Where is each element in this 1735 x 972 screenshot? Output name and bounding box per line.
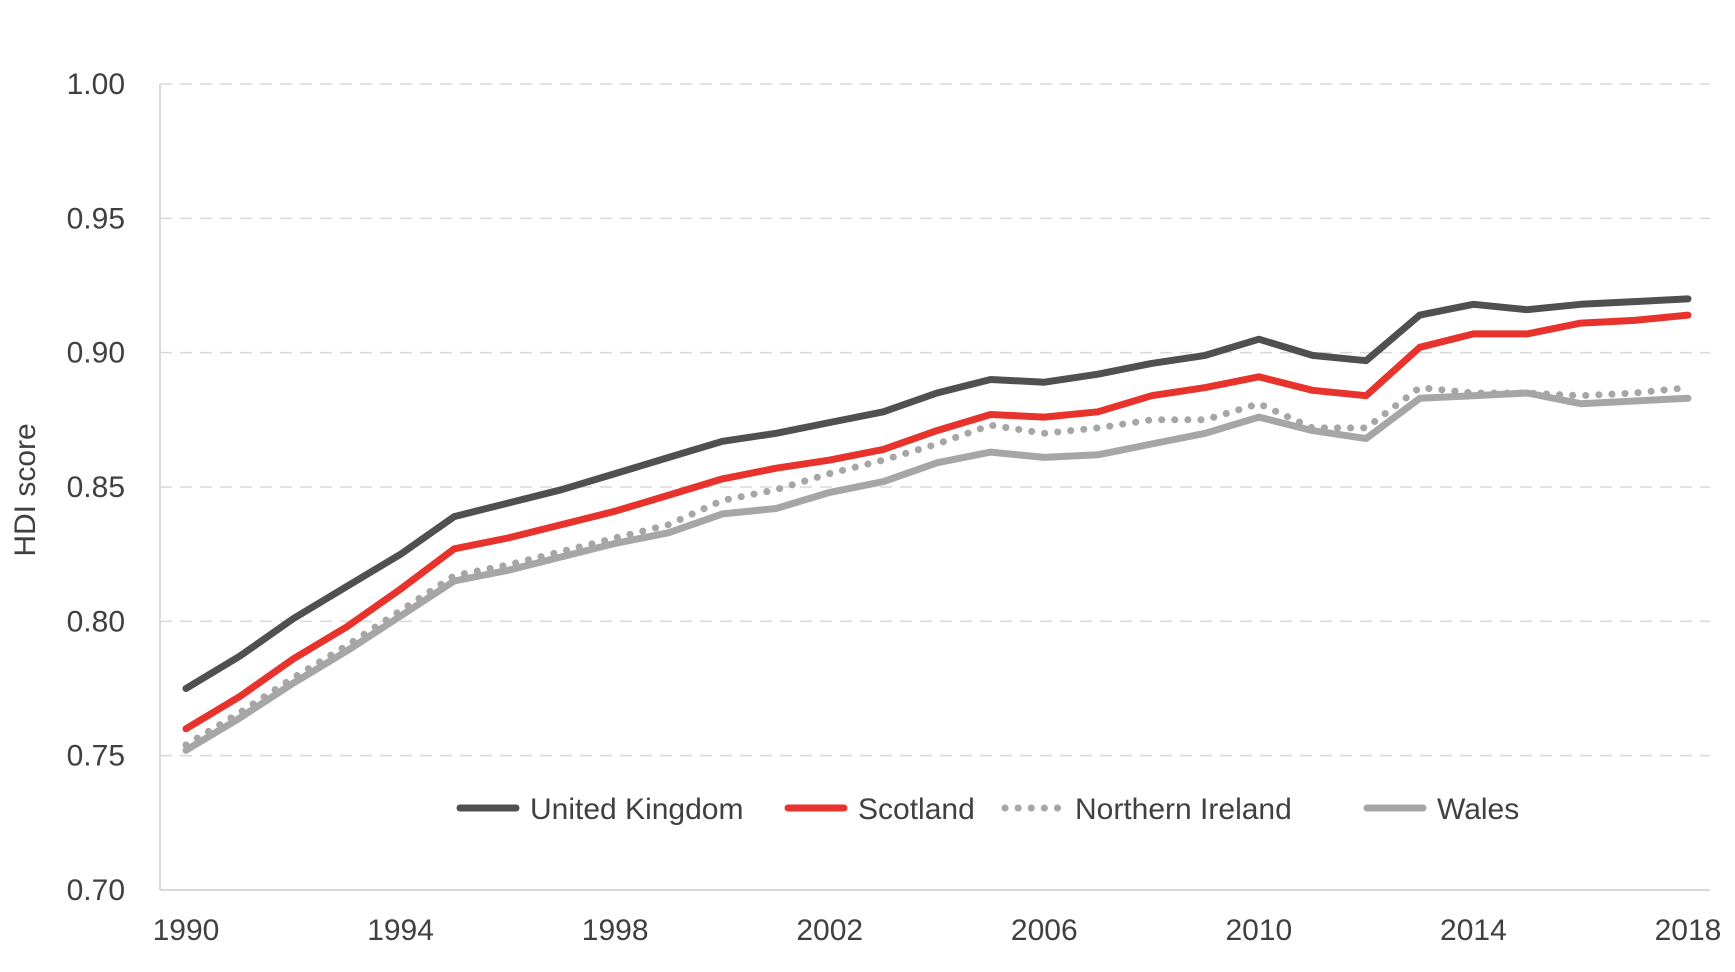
- x-tick-label: 1990: [153, 914, 220, 947]
- legend-label-wales: Wales: [1437, 793, 1519, 826]
- legend-label-united-kingdom: United Kingdom: [530, 793, 743, 826]
- x-tick-label: 2014: [1440, 914, 1507, 947]
- y-tick-label: 0.80: [67, 605, 125, 638]
- y-tick-label: 0.75: [67, 740, 125, 773]
- legend-label-northern-ireland: Northern Ireland: [1075, 793, 1292, 826]
- gridlines: [160, 83, 1710, 757]
- x-tick-label: 2018: [1655, 914, 1722, 947]
- y-tick-label: 0.95: [67, 202, 125, 235]
- y-tick-label: 0.70: [67, 874, 125, 907]
- series-line-united-kingdom: [182, 295, 1692, 692]
- y-axis-title: HDI score: [9, 423, 42, 556]
- series-line-scotland: [182, 311, 1692, 733]
- y-tick-label: 0.85: [67, 471, 125, 504]
- x-tick-label: 1998: [582, 914, 649, 947]
- y-tick-label: 0.90: [67, 337, 125, 370]
- series-line-northern-ireland: [182, 384, 1692, 749]
- x-tick-label: 2010: [1225, 914, 1292, 947]
- x-tick-label: 1994: [367, 914, 434, 947]
- y-tick-label: 1.00: [67, 68, 125, 101]
- x-axis-ticks: 1990 1994 1998 2002 2006 2010 2014 2018: [153, 914, 1722, 947]
- legend-label-scotland: Scotland: [858, 793, 975, 826]
- x-tick-label: 2006: [1011, 914, 1078, 947]
- legend: United Kingdom Scotland Northern Ireland Wa…: [456, 793, 1519, 826]
- series-lines: [182, 295, 1692, 754]
- axes: [159, 84, 1710, 891]
- y-axis-ticks: 0.70 0.75 0.80 0.85 0.90 0.95 1.00: [67, 68, 125, 907]
- series-line-wales: [182, 389, 1692, 754]
- x-tick-label: 2002: [796, 914, 863, 947]
